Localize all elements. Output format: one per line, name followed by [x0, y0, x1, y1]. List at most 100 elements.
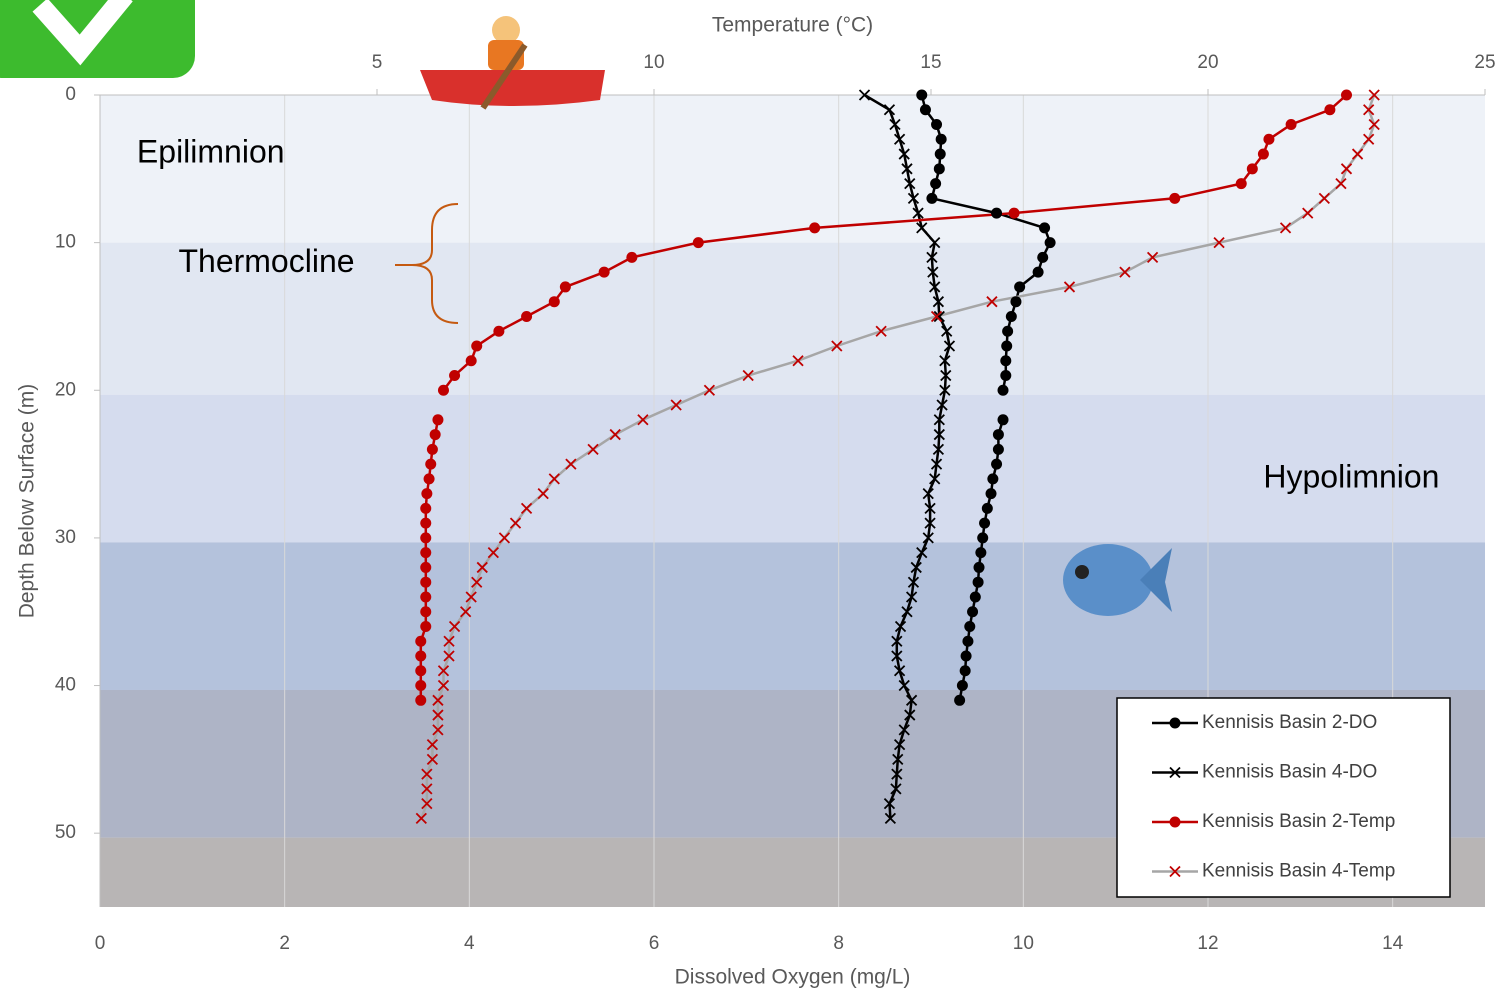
marker: [904, 177, 916, 190]
marker: [692, 237, 704, 249]
legend-box: [1116, 697, 1451, 898]
marker: [460, 606, 472, 618]
band: [100, 542, 1485, 690]
marker: [1032, 266, 1044, 278]
marker: [922, 532, 934, 544]
marker: [415, 650, 427, 662]
marker: [1010, 296, 1022, 308]
marker: [1246, 163, 1258, 175]
marker: [991, 458, 1003, 470]
x-tick-label: 14: [1382, 933, 1404, 954]
marker: [954, 694, 966, 706]
marker: [421, 783, 433, 795]
marker: [901, 163, 913, 175]
marker: [929, 281, 941, 293]
marker: [426, 753, 439, 766]
x-tick-label: 0: [95, 933, 106, 954]
band: [100, 95, 1485, 243]
marker: [520, 502, 533, 515]
band: [100, 394, 1485, 543]
marker: [1363, 104, 1375, 116]
marker: [939, 384, 951, 396]
marker: [893, 665, 906, 677]
y-tick-label: 50: [55, 822, 76, 843]
marker: [964, 620, 976, 632]
marker: [1063, 281, 1076, 293]
marker: [907, 192, 920, 204]
marker: [487, 547, 499, 559]
marker: [985, 488, 997, 500]
marker: [1044, 237, 1056, 249]
marker: [1169, 717, 1181, 729]
marker: [910, 561, 922, 574]
marker: [890, 783, 902, 795]
marker: [548, 296, 560, 308]
marker: [916, 222, 928, 234]
marker: [437, 384, 449, 396]
marker: [521, 310, 533, 322]
marker: [432, 414, 444, 426]
marker: [981, 502, 993, 514]
x2-tick-label: 10: [643, 52, 664, 73]
marker: [997, 384, 1009, 396]
marker: [916, 547, 928, 559]
marker: [509, 517, 522, 529]
marker: [559, 281, 571, 293]
marker: [1002, 325, 1014, 337]
marker: [476, 561, 488, 574]
marker: [420, 532, 432, 544]
marker: [465, 355, 477, 367]
marker: [423, 473, 435, 485]
legend-label: Kennisis Basin 4-DO: [1202, 762, 1377, 783]
marker: [420, 576, 432, 588]
marker: [891, 650, 903, 662]
marker: [1169, 816, 1181, 828]
marker: [931, 119, 943, 131]
marker: [930, 458, 943, 470]
annotation: Hypolimnion: [1263, 458, 1439, 494]
marker: [432, 694, 444, 706]
marker: [437, 665, 450, 677]
marker: [939, 355, 951, 367]
marker: [1000, 370, 1012, 382]
marker: [426, 443, 438, 455]
marker: [979, 517, 991, 529]
marker: [415, 680, 427, 692]
marker: [933, 310, 945, 323]
marker: [415, 665, 427, 677]
marker: [1351, 148, 1364, 160]
marker: [991, 207, 1003, 219]
marker: [498, 532, 511, 544]
marker: [1119, 266, 1131, 278]
marker: [943, 340, 956, 352]
marker: [415, 694, 427, 706]
marker: [670, 399, 682, 411]
marker: [919, 104, 931, 116]
marker: [926, 251, 938, 264]
marker: [912, 207, 924, 219]
marker: [415, 812, 427, 825]
marker: [1368, 89, 1380, 101]
marker: [1341, 89, 1352, 101]
marker: [883, 104, 896, 116]
marker: [936, 399, 948, 411]
marker: [898, 148, 910, 160]
marker: [969, 591, 981, 603]
marker: [898, 724, 910, 736]
y-tick-label: 10: [55, 232, 76, 253]
marker: [892, 753, 904, 766]
x2-axis-title: Temperature (°C): [712, 14, 873, 37]
marker: [929, 473, 941, 485]
marker: [975, 547, 987, 559]
marker: [421, 798, 433, 810]
marker: [930, 310, 943, 323]
marker: [884, 812, 897, 825]
x-tick-label: 12: [1197, 933, 1218, 954]
marker: [598, 266, 610, 278]
marker: [448, 620, 461, 633]
fish-icon: [1063, 544, 1172, 616]
marker: [565, 458, 577, 470]
marker: [609, 428, 621, 441]
marker: [893, 738, 906, 751]
labels: 0 2 4 6 8 10 12 14 5 10 15 20 25 0 10 20 30 40 50 Dissolved…: [16, 14, 1496, 989]
